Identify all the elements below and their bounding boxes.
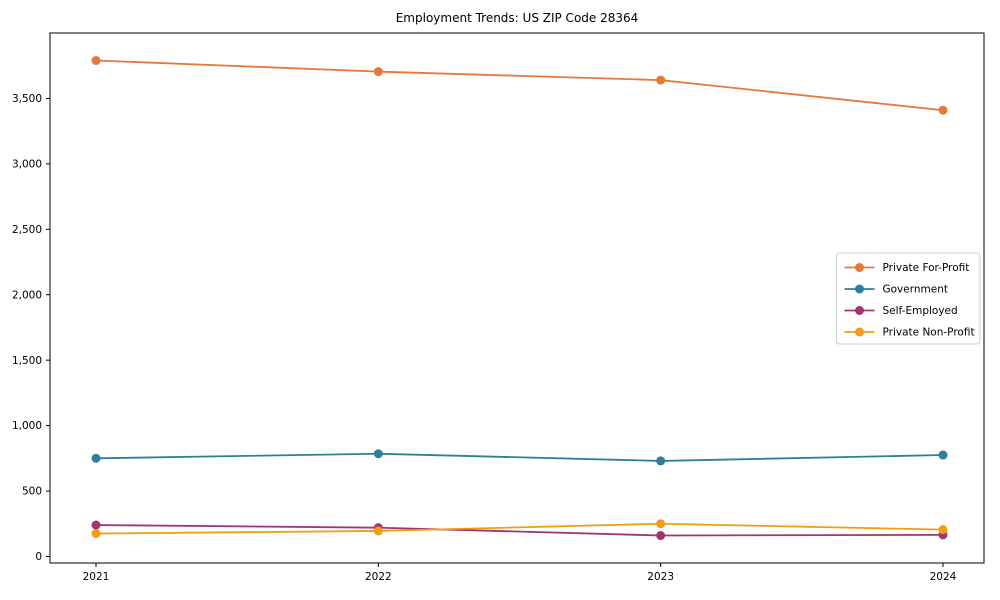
data-point-marker (938, 105, 948, 115)
y-tick-label: 3,000 (12, 158, 42, 170)
x-tick-label: 2022 (365, 571, 392, 583)
x-axis: 2021 2022 2023 2024 (83, 563, 957, 583)
legend-swatch-marker (855, 327, 864, 337)
x-tick-label: 2023 (647, 571, 674, 583)
legend-label: Government (883, 284, 948, 296)
chart-title: Employment Trends: US ZIP Code 28364 (396, 11, 639, 25)
y-tick-label: 2,000 (12, 289, 42, 301)
data-point-marker (938, 525, 948, 535)
y-tick-label: 3,500 (12, 93, 42, 105)
legend-box (836, 252, 981, 345)
data-point-marker (91, 453, 101, 463)
data-point-marker (91, 55, 101, 65)
data-point-marker (373, 526, 383, 536)
x-tick-label: 2021 (83, 571, 110, 583)
legend-swatch-marker (855, 306, 864, 315)
data-point-marker (938, 450, 948, 460)
data-point-marker (656, 456, 666, 466)
y-tick-label: 2,500 (12, 224, 42, 236)
legend-label: Self-Employed (883, 305, 958, 317)
plot-border (49, 32, 985, 564)
y-tick-label: 1,500 (12, 355, 42, 367)
data-point-marker (656, 531, 666, 541)
series-line-government (95, 452, 944, 462)
legend-swatch-marker (855, 263, 864, 272)
y-tick-label: 500 (22, 486, 42, 498)
legend: Private For-Profit Government Self-Employe… (836, 252, 981, 345)
y-tick-label: 1,000 (12, 420, 42, 432)
legend-swatch-marker (855, 284, 864, 294)
x-tick-label: 2024 (930, 571, 957, 583)
data-point-marker (373, 67, 383, 77)
series-line-private-for-profit (95, 59, 944, 112)
data-point-marker (91, 520, 101, 530)
data-point-marker (656, 519, 666, 529)
data-point-marker (373, 449, 383, 459)
data-point-marker (656, 75, 666, 85)
data-point-marker (91, 529, 101, 539)
series-line-private-non-profit (95, 522, 944, 535)
y-axis: 0 500 1,000 1,500 2,000 2,500 3,000 3,500 (12, 93, 50, 563)
legend-label: Private For-Profit (883, 262, 970, 274)
series-lines (91, 55, 948, 541)
legend-label: Private Non-Profit (883, 327, 975, 339)
y-tick-label: 0 (35, 551, 42, 563)
series-line-self-employed (95, 524, 944, 537)
